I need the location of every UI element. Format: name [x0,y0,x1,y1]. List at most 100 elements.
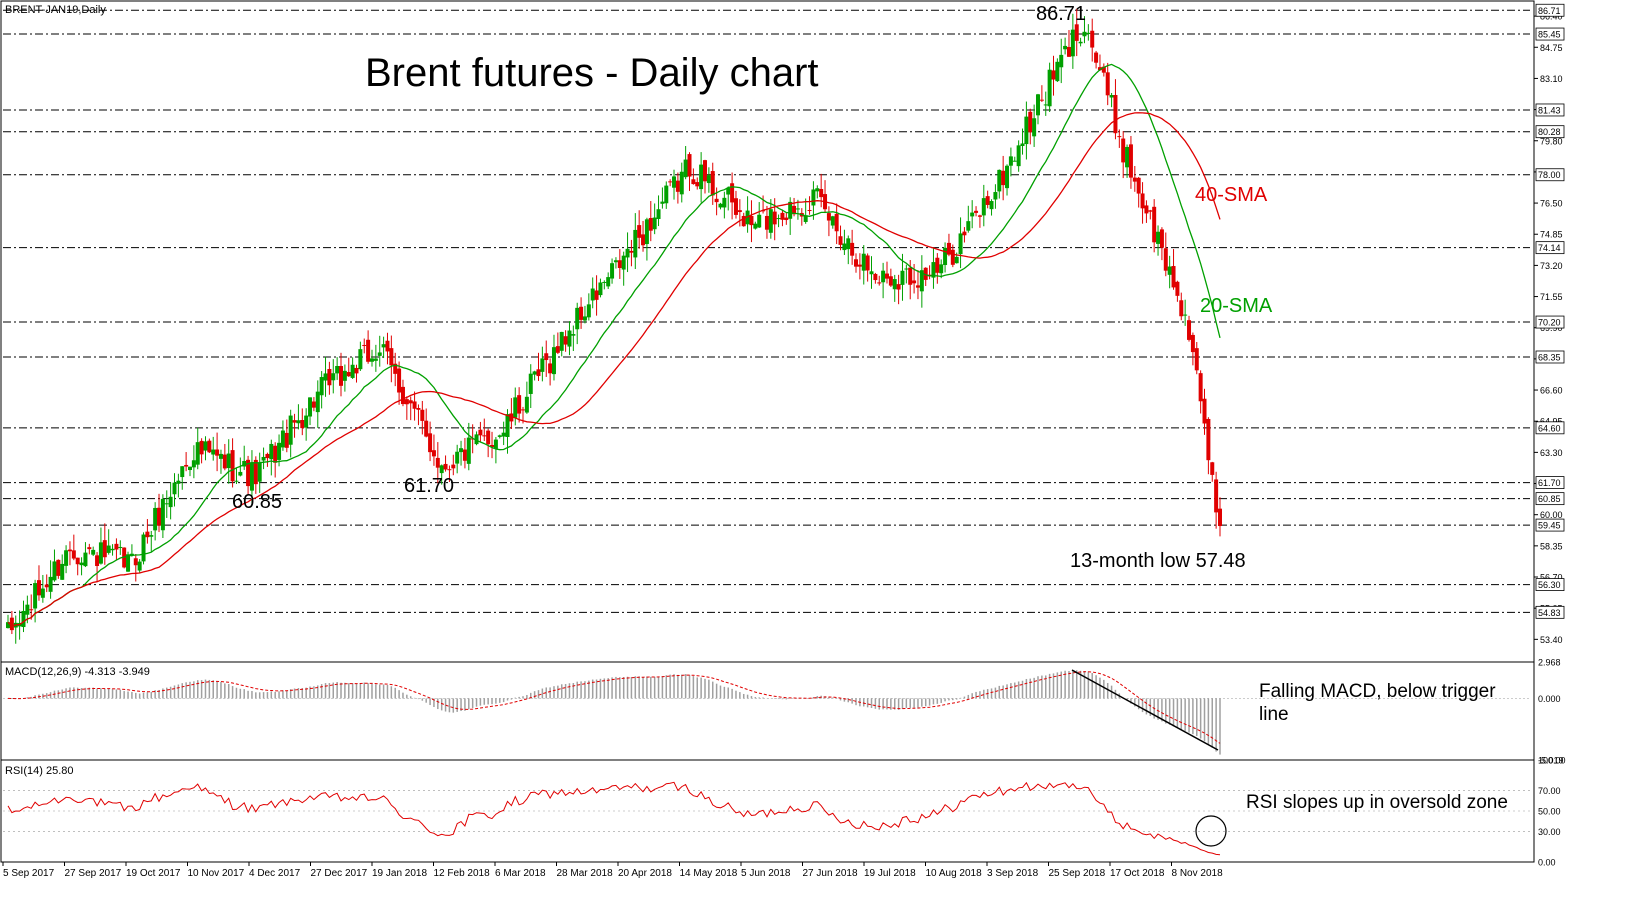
price-tick-label: 63.30 [1540,448,1563,458]
candle-body [95,555,100,567]
candle-body [478,429,483,436]
candle-body [590,288,595,301]
candle-body [199,440,204,455]
candle-body [490,444,495,448]
candle-body [1101,66,1106,73]
candle-body [617,260,622,268]
price-tick-label: 56.70 [1540,573,1563,583]
candle-body [79,562,84,566]
candle-body [319,377,324,396]
candle-body [846,238,851,250]
candle-body [439,465,444,474]
macd-tick-label: -5.019 [1538,756,1564,766]
candle-body [1024,116,1029,145]
candle-body [904,268,909,270]
candle-body [1117,136,1122,138]
candle-body [25,604,30,615]
candle-body [772,211,777,225]
candle-body [1128,144,1133,178]
candle-body [280,430,285,448]
candle-body [1190,334,1195,353]
candle-body [722,197,727,208]
candle-body [443,463,448,470]
rsi-highlight-circle [1195,815,1227,847]
candle-body [873,273,878,281]
level-tag [1535,103,1565,117]
candle-body [339,365,344,386]
candle-body [412,401,417,409]
price-tick-label: 83.10 [1540,74,1563,84]
candle-body [226,453,231,469]
candle-body [1028,111,1033,133]
level-tag [1535,168,1565,182]
candle-body [764,215,769,230]
candle-body [687,154,692,177]
candle-body [459,448,464,453]
chart-title: Brent futures - Daily chart [365,51,819,95]
candle-body [985,196,990,205]
candle-body [652,217,657,230]
candle-body [776,218,781,220]
candle-body [1121,138,1126,163]
candle-body [850,242,855,256]
candle-body [865,255,870,271]
macd-tick-label: 0.000 [1538,694,1561,704]
candle-body [1055,61,1060,82]
candle-body [393,363,398,374]
candle-body [637,225,642,238]
level-tag [1535,350,1565,364]
candle-body [981,198,986,216]
candle-body [1140,193,1145,209]
candle-body [974,210,979,213]
sma20-label: 20-SMA [1200,295,1273,317]
candle-body [21,610,26,628]
moving-averages [7,63,1221,627]
candle-body [710,171,715,196]
rsi-label: RSI(14) 25.80 [5,765,73,777]
candle-body [1074,24,1079,41]
rsi-line [7,781,1221,856]
candle-body [854,259,859,267]
candle-body [602,281,607,283]
candle-body [672,176,677,188]
candle-body [354,367,359,374]
candle-body [358,349,363,370]
candle-body [397,368,402,393]
candle-body [29,609,34,611]
candle-body [826,213,831,221]
candle-body [761,210,766,212]
candle-body [548,363,553,374]
date-tick-label: 10 Nov 2017 [188,868,245,879]
candle-body [1043,104,1048,106]
level-tag-label: 81.43 [1538,105,1561,115]
level-tag-label: 78.00 [1538,170,1561,180]
level-tag-label: 54.83 [1538,608,1561,618]
candle-body [950,249,955,265]
candle-body [98,542,103,564]
candle-body [451,464,456,469]
candle-body [962,231,967,236]
candle-body [691,179,696,185]
candle-body [106,545,111,553]
price-tick-label: 84.75 [1540,43,1563,53]
candle-body [145,531,150,538]
candle-body [141,534,146,562]
candle-body [211,449,216,455]
candle-body [784,217,789,221]
price-panel-frame [0,0,1535,663]
candle-body [1039,99,1044,101]
macd-panel-frame [0,661,1535,761]
candle-body [176,480,181,484]
level-tag [1535,492,1565,506]
candle-body [331,373,336,381]
rsi-tick-label: 50.00 [1538,807,1561,817]
level-tag [1535,241,1565,255]
candle-body [253,459,258,485]
candle-body [296,420,301,424]
candle-body [613,260,618,263]
rsi-tick-label: 30.00 [1538,827,1561,837]
annotation-high: 86.71 [1036,3,1086,25]
candle-body [660,201,665,204]
date-tick-label: 5 Jun 2018 [741,868,791,879]
candle-body [153,507,158,531]
